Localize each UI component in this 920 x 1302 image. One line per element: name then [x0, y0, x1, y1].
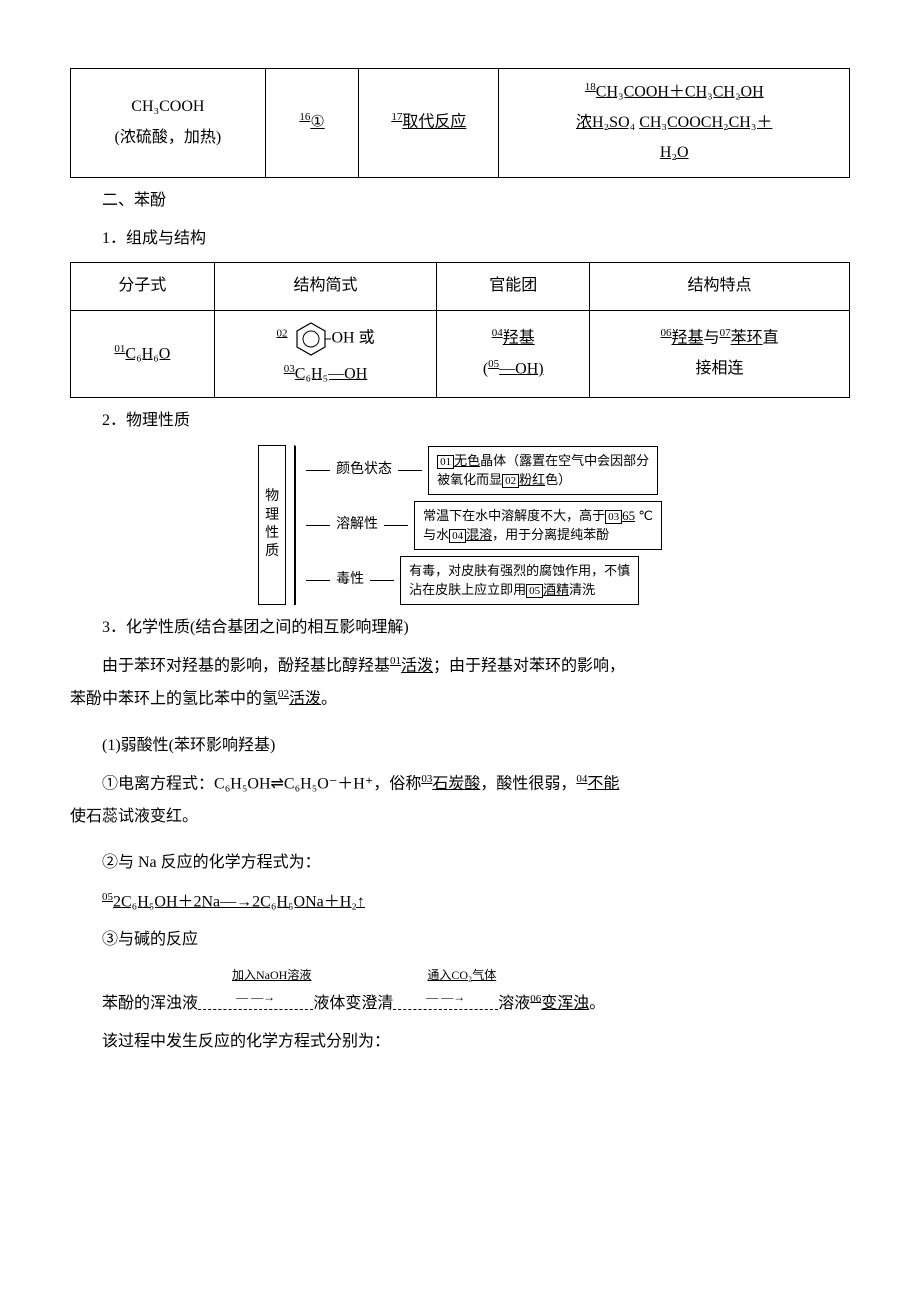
reagent: CH₃COOH [81, 92, 255, 122]
subhead-composition: 1．组成与结构 [102, 224, 850, 254]
badge-03: 03 [284, 363, 295, 375]
base-reaction-next: 该过程中发生反应的化学方程式分别为： [70, 1027, 850, 1057]
solubility-box: 常温下在水中溶解度不大，高于0365 ℃ 与水04混溶，用于分离提纯苯酚 [414, 501, 662, 550]
benzene-ring-row: 02 OH 或 [225, 319, 427, 359]
feature-benzene: 苯环 [731, 330, 763, 347]
sub-weak-acid: (1)弱酸性(苯环影响羟基) [70, 731, 850, 761]
phenol-structure-table: 分子式 结构简式 官能团 结构特点 01C₆H₆O 02 OH 或 03C₆H₅… [70, 262, 850, 398]
connector-icon [306, 525, 330, 526]
reaction-table: CH₃COOH (浓硫酸，加热) 16① 17取代反应 18CH₃COOH＋CH… [70, 68, 850, 178]
diagram-vertical-label: 物理性质 [258, 445, 286, 605]
badge-07: 07 [720, 327, 731, 339]
connector-icon [306, 580, 330, 581]
feature-mid: 与 [704, 330, 720, 347]
answer-16: ① [310, 114, 324, 131]
ionization-eq: ①电离方程式：C₆H₅OH⇌C₆H₅O⁻＋H⁺，俗称03石炭酸，酸性很弱，04不… [70, 769, 850, 800]
base-reaction-flow: 苯酚的浑浊液加入NaOH溶液— —→液体变澄清通入CO₂气体— —→溶液06变浑… [70, 964, 850, 1020]
badge-01: 01 [114, 343, 125, 355]
hydroxyl-formula: —OH) [499, 360, 543, 377]
line-formula: C₆H₅—OH [295, 365, 368, 382]
hydroxyl-name: 羟基 [503, 330, 535, 347]
badge-04: 04 [492, 327, 503, 339]
eq-water: H₂O [660, 144, 689, 161]
para-influence: 由于苯环对羟基的影响，酚羟基比醇羟基01活泼；由于羟基对苯环的影响， [70, 651, 850, 682]
condition: (浓硫酸，加热) [81, 123, 255, 153]
subhead-chemical: 3．化学性质(结合基团之间的相互影响理解) [102, 613, 850, 643]
subhead-physical: 2．物理性质 [102, 406, 850, 436]
eq-reactants: CH₃COOH＋CH₃CH₂OH [596, 83, 764, 100]
answer-17: 取代反应 [402, 114, 466, 131]
connector-icon [370, 580, 394, 581]
na-reaction-eq: 052C₆H₅OH＋2Na―→2C₆H₅ONa＋H₂↑ [70, 887, 850, 918]
oh-label: OH [331, 329, 354, 346]
col-structure: 结构简式 [214, 263, 437, 310]
feature-hydroxyl: 羟基 [672, 330, 704, 347]
eq-products: CH₃COOCH₂CH₃＋ [639, 114, 772, 131]
eq-catalyst: 浓H₂SO₄ [576, 114, 635, 131]
connector-icon [398, 470, 422, 471]
badge-18: 18 [585, 81, 596, 93]
badge-16: 16 [299, 111, 310, 123]
col-group: 官能团 [437, 263, 590, 310]
benzene-ring-icon [291, 319, 331, 359]
base-reaction-label: ③与碱的反应 [70, 925, 850, 955]
row-solubility-label: 溶解性 [336, 512, 378, 539]
col-feature: 结构特点 [590, 263, 850, 310]
color-state-box: 01无色晶体（露置在空气中会因部分 被氧化而显02粉红色） [428, 446, 658, 495]
badge-06: 06 [661, 327, 672, 339]
badge-05: 05 [488, 358, 499, 370]
or-text: 或 [359, 329, 375, 346]
toxicity-box: 有毒，对皮肤有强烈的腐蚀作用，不慎 沾在皮肤上应立即用05酒精清洗 [400, 556, 639, 605]
col-formula: 分子式 [71, 263, 215, 310]
row-color-label: 颜色状态 [336, 457, 392, 484]
ionization-eq-line2: 使石蕊试液变红。 [70, 802, 850, 832]
na-reaction-label: ②与 Na 反应的化学方程式为： [70, 848, 850, 878]
physical-property-diagram: 物理性质 颜色状态 01无色晶体（露置在空气中会因部分 被氧化而显02粉红色） … [70, 445, 850, 605]
connector-icon [306, 470, 330, 471]
para-influence-line2: 苯酚中苯环上的氢比苯中的氢02活泼。 [70, 684, 850, 715]
badge-02: 02 [276, 327, 287, 339]
molecular-formula: C₆H₆O [125, 345, 170, 362]
row-toxicity-label: 毒性 [336, 567, 364, 594]
badge-17: 17 [391, 111, 402, 123]
feature-line2: 接相连 [600, 354, 839, 384]
section-heading-phenol: 二、苯酚 [102, 186, 850, 216]
feature-suffix: 直 [763, 330, 779, 347]
connector-icon [384, 525, 408, 526]
